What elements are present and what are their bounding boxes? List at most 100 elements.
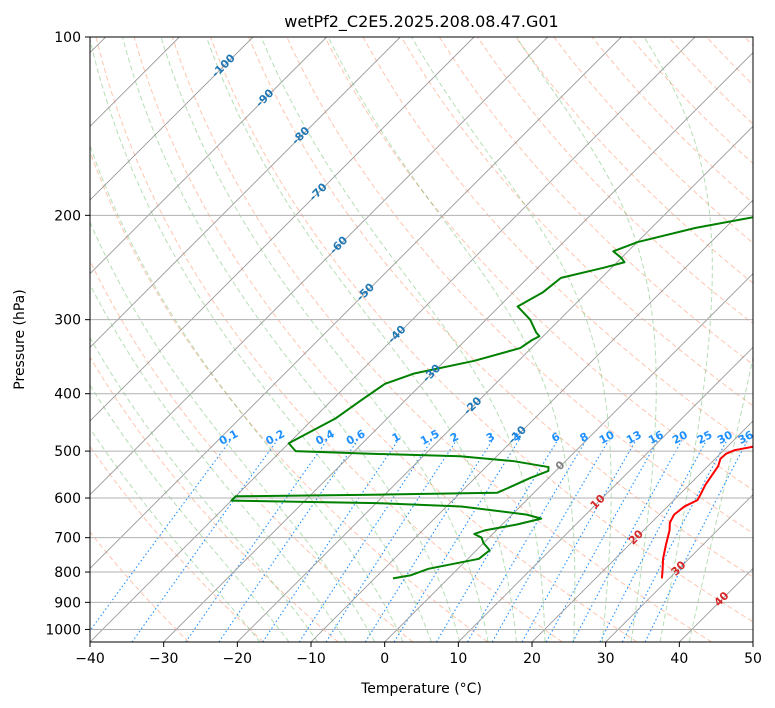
x-tick-label: 40 xyxy=(670,651,688,667)
isotherm-line xyxy=(90,37,254,201)
mixing-ratio-line xyxy=(298,440,432,642)
mixing-ratio-line xyxy=(218,440,358,642)
chart-title: wetPf2_C2E5.2025.208.08.47.G01 xyxy=(284,12,558,32)
moist-adiabat-line xyxy=(90,427,261,642)
mixing-ratio-label: 16 xyxy=(646,428,666,447)
isotherm-line xyxy=(90,37,327,275)
mixing-ratio-label: 36 xyxy=(736,428,756,447)
isotherm-line xyxy=(90,37,696,642)
isobars xyxy=(90,37,753,630)
isotherm-line xyxy=(90,37,401,348)
moist-adiabat-line xyxy=(515,37,657,642)
x-tick-label: 30 xyxy=(597,651,615,667)
dry-adiabat-line xyxy=(90,356,339,642)
mixing-ratio-line xyxy=(90,440,231,632)
y-tick-label: 700 xyxy=(54,531,81,547)
y-tick-label: 100 xyxy=(54,30,81,46)
isotherm-line xyxy=(90,37,622,569)
moist-adiabats xyxy=(90,37,753,642)
dry-adiabat-line xyxy=(90,531,190,642)
moist-adiabat-line xyxy=(643,37,713,642)
mixing-ratio-line xyxy=(467,440,587,642)
mixing-ratio-line xyxy=(521,440,637,642)
mixing-ratio-line xyxy=(325,440,457,642)
mixing-ratio-line xyxy=(435,440,558,642)
moist-adiabat-line xyxy=(160,37,489,642)
mixing-ratio-lines xyxy=(90,440,748,642)
x-tick-label: −20 xyxy=(223,651,253,667)
isotherms xyxy=(90,37,753,642)
moist-adiabat-line xyxy=(260,37,546,642)
x-axis: −40 −30 −20 −10 0 10 20 30 40 50 xyxy=(75,642,762,667)
dry-adiabat-line xyxy=(95,37,563,642)
dry-adiabat-line xyxy=(171,37,712,642)
plot-frame xyxy=(89,36,754,643)
mixing-ratio-line xyxy=(185,440,328,642)
dry-adiabat-line xyxy=(248,37,753,578)
sounding-series xyxy=(230,216,753,580)
isotherm-line xyxy=(384,273,753,642)
moist-adiabat-line xyxy=(205,37,517,642)
dry-adiabat-line xyxy=(515,37,753,284)
temperature-line xyxy=(660,445,753,579)
mixing-ratio-line xyxy=(364,440,493,642)
moist-adiabat-line xyxy=(327,37,576,642)
moist-adiabat-line xyxy=(90,283,347,642)
mixing-ratio-label: 10 xyxy=(597,428,617,447)
mixing-ratio-line xyxy=(131,440,278,642)
mixing-ratio-label: 30 xyxy=(715,428,735,447)
isotherm-line xyxy=(163,52,753,642)
mixing-ratio-line xyxy=(572,440,683,642)
plot-area: -100-90-80-70-60-50-40-30-20-10010203040… xyxy=(90,37,756,642)
dry-adiabat-line xyxy=(324,37,753,491)
moist-adiabat-line xyxy=(411,37,612,642)
x-tick-label: −10 xyxy=(296,651,326,667)
dry-adiabat-line xyxy=(133,37,638,642)
isotherm-line xyxy=(458,346,753,642)
mixing-ratio-line xyxy=(644,440,748,642)
dry-adiabat-line xyxy=(400,37,753,407)
y-tick-label: 900 xyxy=(54,595,81,611)
isotherm-line xyxy=(90,37,548,496)
moist-adiabat-line xyxy=(121,37,461,642)
x-tick-label: 10 xyxy=(449,651,467,667)
isotherm-line xyxy=(605,494,753,642)
isotherm-line xyxy=(310,199,753,642)
moist-adiabat-line xyxy=(90,144,404,642)
dry-adiabat-line xyxy=(90,445,264,642)
mixing-ratio-label: 13 xyxy=(624,428,644,447)
dewpoint-line xyxy=(230,216,753,580)
moist-adiabat-line xyxy=(90,336,319,642)
x-tick-label: −30 xyxy=(149,651,179,667)
dry-adiabat-line xyxy=(439,37,753,366)
isotherm-line xyxy=(237,125,753,642)
x-tick-label: 50 xyxy=(744,651,762,667)
y-tick-label: 500 xyxy=(54,444,81,460)
mixing-ratio-line xyxy=(262,440,399,642)
moist-adiabat-line xyxy=(688,355,753,642)
y-axis: 100 200 300 400 500 600 700 800 900 1000 xyxy=(45,30,90,638)
x-axis-label: Temperature (°C) xyxy=(360,681,482,697)
isotherm-line xyxy=(531,420,753,642)
x-tick-label: −40 xyxy=(75,651,105,667)
moist-adiabat-line xyxy=(90,37,432,642)
y-tick-label: 1000 xyxy=(45,622,81,638)
mixing-ratio-label: 20 xyxy=(670,428,690,447)
y-tick-label: 400 xyxy=(54,387,81,403)
y-tick-label: 600 xyxy=(54,491,81,507)
isotherm-line xyxy=(90,37,475,422)
y-tick-label: 300 xyxy=(54,313,81,329)
x-tick-label: 20 xyxy=(523,651,541,667)
x-tick-label: 0 xyxy=(380,651,389,667)
mixing-ratio-label: 25 xyxy=(695,428,715,447)
moist-adiabat-line xyxy=(90,384,290,642)
mixing-ratio-line xyxy=(545,440,659,642)
dry-adiabat-line xyxy=(90,150,488,642)
y-axis-label: Pressure (hPa) xyxy=(12,289,28,389)
dry-adiabat-line xyxy=(210,37,753,623)
y-tick-label: 200 xyxy=(54,208,81,224)
dry-adiabats xyxy=(90,37,753,642)
y-tick-label: 800 xyxy=(54,565,81,581)
